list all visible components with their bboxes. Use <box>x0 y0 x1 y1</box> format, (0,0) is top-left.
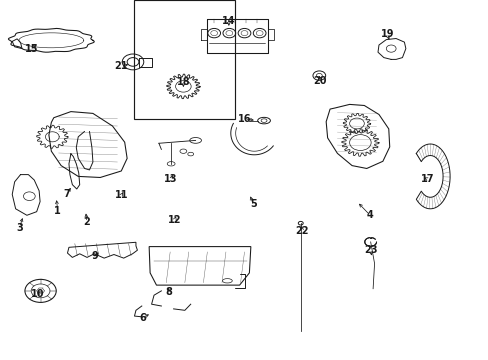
Text: 9: 9 <box>92 251 99 261</box>
Text: 17: 17 <box>420 174 434 184</box>
Ellipse shape <box>25 279 56 302</box>
Text: 12: 12 <box>167 215 181 225</box>
Polygon shape <box>67 242 137 258</box>
Text: 19: 19 <box>380 29 393 39</box>
Bar <box>134 0 234 119</box>
Polygon shape <box>325 104 389 168</box>
Text: 14: 14 <box>222 16 235 26</box>
Text: 20: 20 <box>313 76 326 86</box>
Text: 3: 3 <box>16 222 23 233</box>
Text: 5: 5 <box>249 199 256 210</box>
Text: 13: 13 <box>164 174 178 184</box>
Text: 8: 8 <box>165 287 172 297</box>
Text: 22: 22 <box>295 226 308 236</box>
Text: 15: 15 <box>25 44 39 54</box>
Text: 18: 18 <box>176 77 190 87</box>
Text: 16: 16 <box>237 114 251 124</box>
Text: 6: 6 <box>139 312 146 323</box>
Text: 11: 11 <box>114 190 128 200</box>
Polygon shape <box>149 247 250 285</box>
Polygon shape <box>49 112 127 177</box>
Text: 21: 21 <box>114 61 128 71</box>
Text: 7: 7 <box>63 189 70 199</box>
Text: 10: 10 <box>31 289 45 300</box>
Text: 2: 2 <box>83 217 90 228</box>
Text: 1: 1 <box>54 206 61 216</box>
Text: 4: 4 <box>366 210 373 220</box>
Text: 23: 23 <box>363 245 377 255</box>
